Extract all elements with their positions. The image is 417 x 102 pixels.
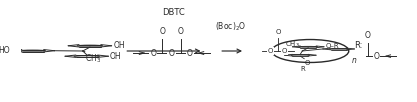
Text: O: O [178, 27, 183, 36]
Text: DBTC: DBTC [162, 8, 185, 17]
Text: O: O [268, 48, 273, 54]
Text: $n$: $n$ [351, 56, 357, 65]
Text: HO: HO [0, 46, 10, 55]
Text: O: O [168, 49, 174, 58]
Text: O: O [276, 29, 281, 35]
Text: O: O [187, 49, 193, 58]
Text: O: O [150, 49, 156, 58]
Text: O: O [373, 52, 379, 61]
Text: R: R [300, 66, 305, 72]
Text: O: O [159, 27, 165, 36]
Text: CH$_3$: CH$_3$ [285, 40, 300, 50]
Text: OH: OH [113, 41, 125, 50]
Text: O: O [282, 48, 287, 54]
Text: (Boc)$_2$O: (Boc)$_2$O [216, 20, 247, 33]
Text: OH: OH [110, 52, 122, 61]
Text: O: O [305, 60, 310, 66]
Text: CH$_3$: CH$_3$ [85, 52, 101, 65]
Text: R:: R: [354, 41, 362, 50]
Text: O–R: O–R [326, 43, 340, 49]
Text: O: O [364, 31, 370, 40]
